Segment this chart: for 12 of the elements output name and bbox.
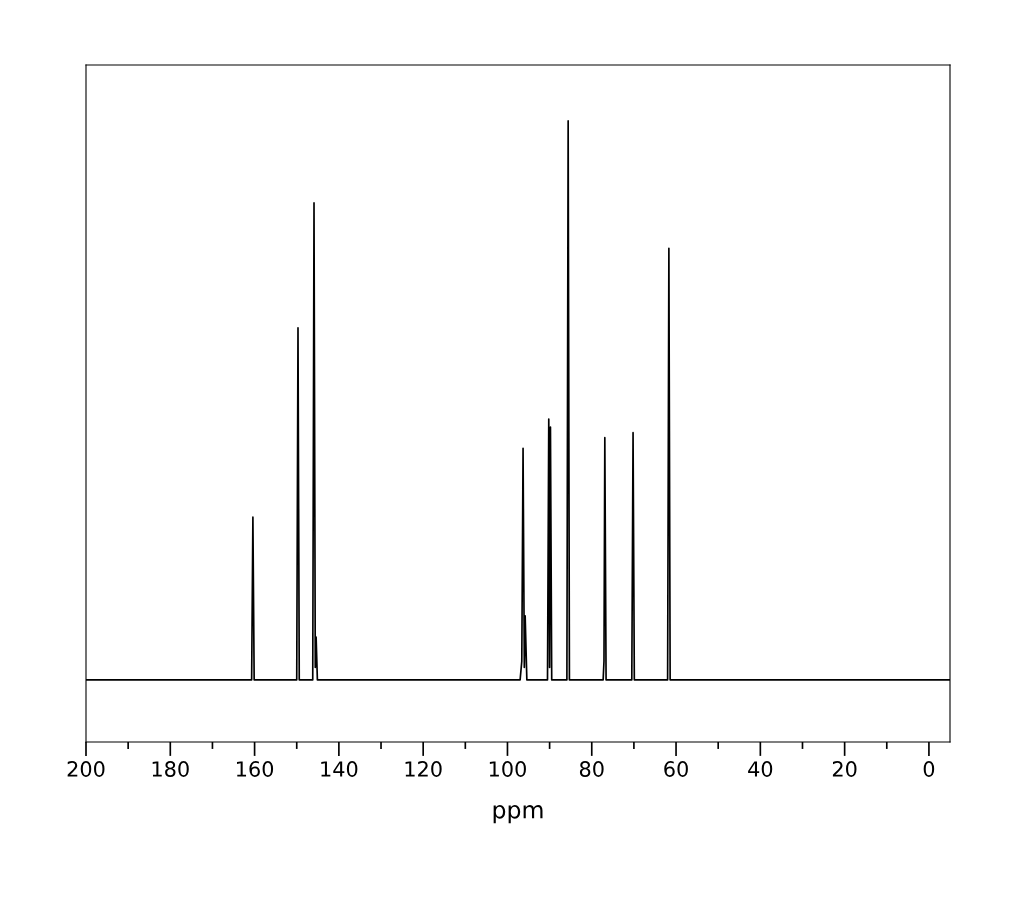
x-tick-label: 0 (923, 761, 935, 777)
x-tick-label: 200 (67, 761, 105, 777)
x-tick-label: 20 (832, 761, 857, 777)
x-tick-label: 140 (321, 761, 358, 777)
x-tick-label: 180 (152, 761, 189, 777)
x-axis-title: ppm (493, 805, 543, 824)
x-tick-label: 160 (236, 761, 274, 777)
x-tick-label: 100 (489, 761, 526, 777)
x-tick-label: 80 (579, 761, 604, 777)
x-tick-label: 60 (664, 761, 688, 777)
x-tick-label: 40 (748, 761, 773, 777)
x-tick-label: 120 (405, 761, 442, 777)
